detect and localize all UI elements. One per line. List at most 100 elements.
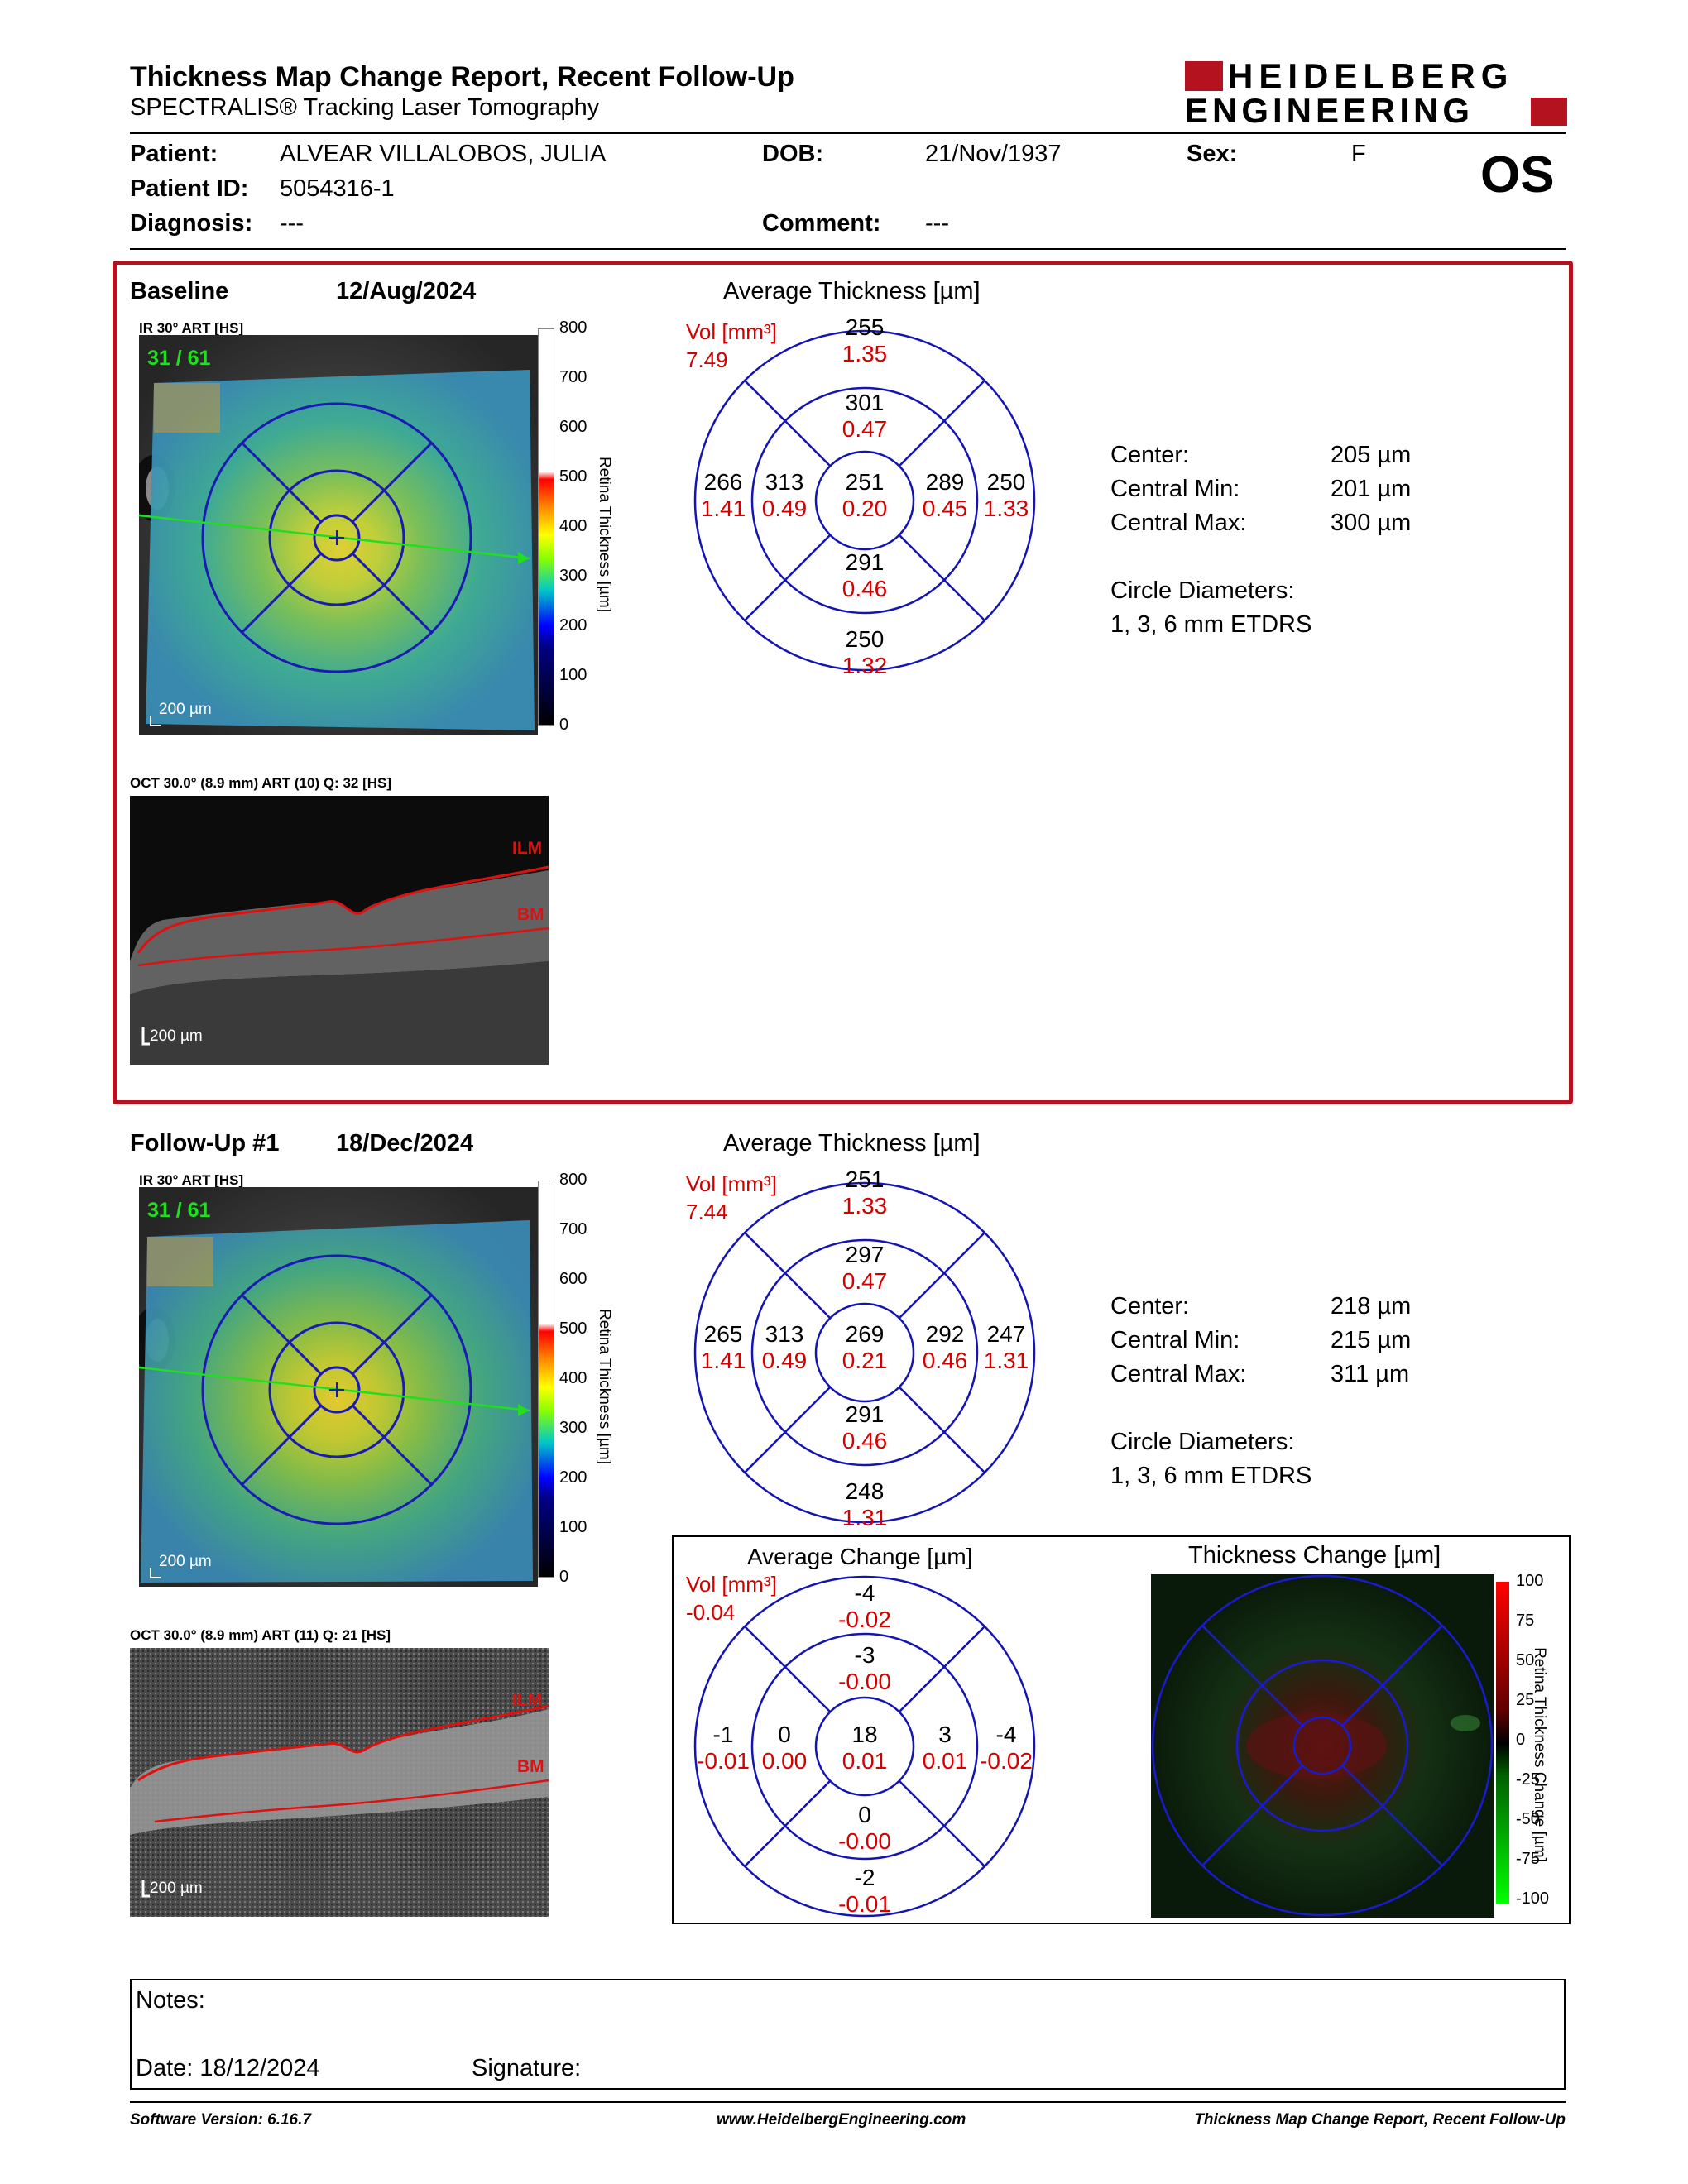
baseline-label: Baseline — [130, 278, 229, 304]
baseline-temp-outer: 266 1.41 — [700, 469, 746, 521]
dob-value: 21/Nov/1937 — [925, 141, 1062, 167]
followup-max-value: 311 µm — [1331, 1361, 1410, 1387]
followup-circle-label: Circle Diameters: — [1110, 1429, 1295, 1455]
followup-label: Follow-Up #1 — [130, 1130, 280, 1157]
followup-vol-label: Vol [mm³] — [686, 1171, 777, 1196]
baseline-min-label: Central Min: — [1110, 476, 1240, 502]
followup-colorbar-ticks: 800 700 600 500 400 300 200 100 0 — [559, 1171, 587, 1586]
followup-nasal-inner: 292 0.46 — [922, 1321, 968, 1373]
followup-oct-image: ILM BM 200 µm — [130, 1648, 549, 1917]
followup-avg-title: Average Thickness [µm] — [723, 1130, 981, 1157]
baseline-etdrs-grid: 255 1.35 301 0.47 266 1.41 313 0.49 251 0.20 … — [693, 314, 1036, 678]
followup-circle-value: 1, 3, 6 mm ETDRS — [1110, 1463, 1312, 1489]
baseline-vol-label: Vol [mm³] — [686, 319, 777, 344]
baseline-oct-label: OCT 30.0° (8.9 mm) ART (10) Q: 32 [HS] — [130, 775, 392, 791]
baseline-ilm-label: ILM — [512, 839, 543, 858]
change-sup-inner: -3 -0.00 — [838, 1642, 891, 1694]
footer-software-version: Software Version: 6.16.7 — [130, 2111, 311, 2129]
eye-label: OS — [1480, 146, 1555, 204]
comment-value: --- — [925, 210, 949, 237]
baseline-colorbar-ticks: 800 700 600 500 400 300 200 100 0 — [559, 318, 587, 734]
change-colorbar-ticks: 100 75 50 25 0 -25 -50 -75 -100 — [1516, 1572, 1550, 1908]
change-center: 18 0.01 — [842, 1722, 888, 1774]
change-inf-outer: -2 -0.01 — [838, 1865, 891, 1917]
header-divider — [130, 132, 1566, 134]
followup-inf-inner: 291 0.46 — [842, 1401, 888, 1454]
followup-oct-label: OCT 30.0° (8.9 mm) ART (11) Q: 21 [HS] — [130, 1627, 391, 1643]
baseline-vol-value: 7.49 — [686, 347, 728, 372]
patient-id-label: Patient ID: — [130, 175, 249, 202]
baseline-temp-inner: 313 0.49 — [761, 469, 808, 521]
heidelberg-logo: HEIDELBERG ENGINEERING — [1185, 56, 1567, 130]
logo-line-1: HEIDELBERG — [1228, 56, 1514, 95]
followup-fundus-image: 31 / 61 200 µm — [139, 1187, 538, 1587]
followup-center-label: Center: — [1110, 1293, 1190, 1320]
followup-sup-inner: 297 0.47 — [842, 1242, 888, 1294]
footer-divider — [130, 2101, 1566, 2103]
footer-website-link[interactable]: www.HeidelbergEngineering.com — [717, 2111, 966, 2129]
change-etdrs-grid: -4 -0.02 -3 -0.00 -1 -0.01 0 0.00 18 0.01 3 0.… — [693, 1575, 1036, 1918]
baseline-nasal-outer: 250 1.33 — [983, 469, 1029, 521]
patient-id-value: 5054316-1 — [280, 175, 395, 202]
followup-sup-outer: 251 1.33 — [842, 1166, 888, 1219]
baseline-ir-counter: 31 / 61 — [147, 347, 211, 370]
change-inf-inner: 0 -0.00 — [838, 1802, 891, 1854]
baseline-sup-outer: 255 1.35 — [842, 314, 888, 366]
followup-center: 269 0.21 — [842, 1321, 888, 1373]
baseline-max-value: 300 µm — [1331, 510, 1412, 536]
notes-label: Notes: — [136, 1987, 205, 2014]
baseline-ir-scale: 200 µm — [159, 701, 212, 718]
baseline-nasal-inner: 289 0.45 — [922, 469, 968, 521]
sex-label: Sex: — [1187, 141, 1238, 167]
followup-ir-label: IR 30° ART [HS] — [139, 1172, 244, 1188]
baseline-colorbar-title: Retina Thickness [µm] — [596, 457, 613, 612]
baseline-center-value: 205 µm — [1331, 442, 1412, 468]
followup-min-value: 215 µm — [1331, 1327, 1412, 1353]
followup-min-label: Central Min: — [1110, 1327, 1240, 1353]
change-nasal-inner: 3 0.01 — [922, 1722, 968, 1774]
followup-etdrs-grid: 251 1.33 297 0.47 265 1.41 313 0.49 269 0.21 … — [693, 1166, 1036, 1530]
report-title: Thickness Map Change Report, Recent Foll… — [130, 61, 794, 93]
baseline-circle-label: Circle Diameters: — [1110, 577, 1295, 604]
followup-temp-inner: 313 0.49 — [761, 1321, 808, 1373]
followup-bm-label: BM — [517, 1757, 544, 1776]
notes-box — [130, 1979, 1566, 2090]
change-frame — [672, 1535, 1571, 1924]
diagnosis-value: --- — [280, 210, 304, 237]
sex-value: F — [1351, 141, 1366, 167]
followup-max-label: Central Max: — [1110, 1361, 1247, 1387]
change-map-title: Thickness Change [µm] — [1188, 1542, 1441, 1569]
followup-ir-counter: 31 / 61 — [147, 1199, 211, 1222]
baseline-oct-scale: 200 µm — [150, 1027, 203, 1045]
thickness-change-map — [1151, 1574, 1494, 1918]
change-colorbar-title: Retina Thickness Change [µm] — [1531, 1647, 1548, 1862]
change-temp-outer: -1 -0.01 — [697, 1722, 750, 1774]
baseline-oct-image: ILM BM 200 µm — [130, 796, 549, 1065]
footer-report-name: Thickness Map Change Report, Recent Foll… — [1194, 2111, 1566, 2129]
change-sup-outer: -4 -0.02 — [838, 1580, 891, 1632]
baseline-circle-value: 1, 3, 6 mm ETDRS — [1110, 611, 1312, 638]
comment-label: Comment: — [762, 210, 881, 237]
followup-oct-scale: 200 µm — [150, 1880, 203, 1897]
baseline-center: 251 0.20 — [842, 469, 888, 521]
followup-vol-value: 7.44 — [686, 1200, 728, 1224]
change-vol-value: -0.04 — [686, 1600, 736, 1625]
baseline-date: 12/Aug/2024 — [336, 278, 477, 304]
baseline-ir-label: IR 30° ART [HS] — [139, 320, 244, 336]
change-nasal-outer: -4 -0.02 — [980, 1722, 1033, 1774]
patient-name: ALVEAR VILLALOBOS, JULIA — [280, 141, 607, 167]
baseline-inf-inner: 291 0.46 — [842, 549, 888, 601]
followup-ilm-label: ILM — [512, 1691, 543, 1710]
change-temp-inner: 0 0.00 — [761, 1722, 808, 1774]
change-colorbar — [1496, 1582, 1509, 1904]
followup-date: 18/Dec/2024 — [336, 1130, 474, 1157]
notes-date: Date: 18/12/2024 — [136, 2055, 320, 2081]
baseline-max-label: Central Max: — [1110, 510, 1247, 536]
patient-label: Patient: — [130, 141, 218, 167]
baseline-fundus-image: 31 / 61 200 µm — [139, 335, 538, 735]
followup-colorbar-title: Retina Thickness [µm] — [596, 1309, 613, 1464]
followup-ir-scale: 200 µm — [159, 1553, 212, 1570]
logo-line-2: ENGINEERING — [1185, 91, 1475, 130]
baseline-sup-inner: 301 0.47 — [842, 390, 888, 442]
diagnosis-label: Diagnosis: — [130, 210, 253, 237]
